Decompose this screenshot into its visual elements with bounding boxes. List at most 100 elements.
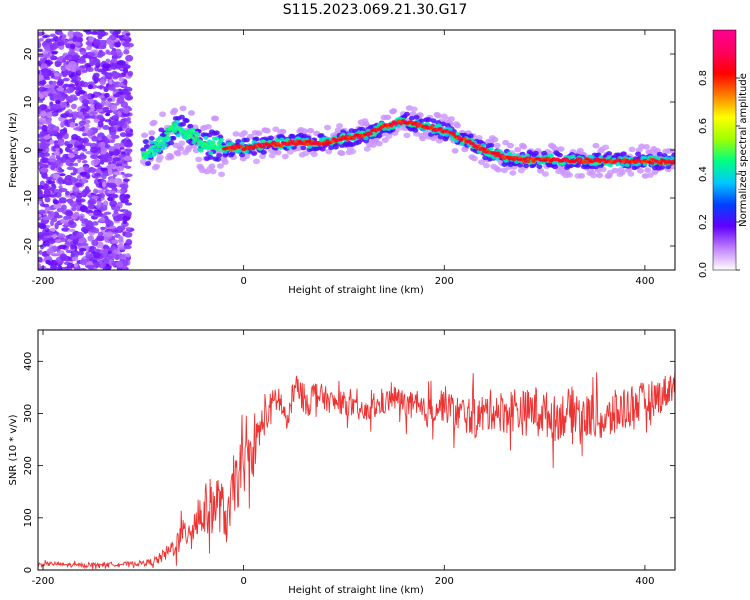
noise-blob (71, 256, 79, 262)
noise-blob (109, 193, 119, 199)
noise-blob (63, 177, 73, 184)
snr-x-ticks: -200 0 200 400 (32, 330, 654, 587)
ridge-point (324, 124, 332, 131)
ridge-point (470, 155, 478, 162)
ridge-point (216, 163, 224, 169)
noise-blob (46, 87, 55, 94)
noise-blob (104, 112, 111, 117)
ridge-point (506, 142, 514, 149)
noise-blob (79, 242, 89, 247)
noise-blob (108, 146, 115, 152)
noise-blob (55, 99, 61, 105)
noise-blob (64, 54, 74, 61)
colorbar-tick-label: 0.4 (698, 166, 709, 182)
noise-blob (78, 120, 86, 126)
ridge-point (636, 168, 644, 174)
noise-blob (89, 246, 95, 253)
noise-blob (42, 92, 49, 96)
noise-blob (113, 93, 120, 98)
noise-blob (89, 146, 99, 154)
noise-blob (99, 78, 106, 86)
noise-blob (41, 232, 50, 237)
noise-blob (103, 211, 112, 215)
noise-blob (59, 173, 66, 177)
noise-blob (111, 260, 117, 267)
noise-blob (47, 158, 57, 163)
ridge-point (547, 157, 552, 161)
ridge-point (340, 132, 346, 137)
noise-blob (38, 119, 46, 126)
x-tick-label: 0 (240, 276, 246, 287)
noise-blob (110, 104, 118, 112)
noise-blob (123, 91, 132, 96)
ridge-point (478, 159, 486, 165)
ridge-point (403, 132, 411, 139)
ridge-point (462, 137, 467, 141)
noise-blob (57, 176, 64, 184)
noise-blob (117, 64, 123, 69)
ridge-point (218, 171, 226, 178)
ridge-point (620, 151, 627, 157)
noise-blob (41, 63, 48, 68)
noise-blob (56, 80, 64, 87)
noise-blob (72, 168, 78, 174)
ridge-point (190, 131, 195, 135)
ridge-point (193, 138, 198, 143)
ridge-point (650, 161, 655, 165)
noise-blob (66, 166, 76, 171)
noise-blob (73, 127, 80, 131)
ridge-point (434, 112, 442, 119)
ridge-point (524, 153, 530, 158)
ridge-point (198, 148, 204, 153)
noise-blob (107, 250, 112, 255)
noise-blob (77, 113, 84, 119)
noise-blob (86, 66, 94, 73)
ridge-point (187, 123, 194, 129)
ridge-point (255, 130, 263, 136)
ridge-point (514, 146, 522, 153)
noise-blob (126, 117, 131, 121)
ridge-point (301, 128, 309, 134)
ridge-point (590, 172, 598, 179)
noise-blob (53, 192, 58, 196)
noise-blob (107, 84, 116, 91)
noise-blob (117, 254, 126, 258)
ridge-point (526, 159, 531, 163)
noise-blob (60, 113, 69, 118)
ridge-point (215, 147, 220, 151)
ridge-point (156, 148, 162, 153)
noise-blob (69, 201, 78, 208)
ridge-point (599, 166, 607, 173)
ridge-point (451, 148, 459, 154)
ridge-point (140, 147, 147, 153)
noise-blob (59, 253, 68, 261)
noise-blob (60, 157, 66, 164)
noise-blob (100, 99, 106, 106)
noise-blob (41, 124, 48, 132)
noise-blob (38, 184, 45, 190)
noise-blob (116, 214, 122, 220)
noise-blob (70, 244, 76, 250)
noise-blob (119, 193, 124, 201)
noise-blob (113, 249, 118, 255)
ridge-point (166, 131, 171, 135)
noise-blob (43, 189, 51, 196)
noise-blob (57, 245, 63, 250)
noise-blob (100, 226, 106, 231)
x-tick-label: 400 (635, 276, 654, 287)
colorbar-ticks: 0.0 0.2 0.4 0.6 0.8 (698, 70, 740, 278)
noise-blob (38, 213, 42, 218)
ridge-point (410, 106, 418, 112)
noise-blob (42, 35, 48, 39)
ridge-point (447, 116, 455, 122)
noise-blob (42, 216, 51, 221)
ridge-point (232, 131, 240, 137)
ridge-point (488, 146, 494, 151)
ridge-point (279, 143, 284, 148)
noise-blob (57, 32, 64, 36)
noise-blob (70, 103, 77, 110)
noise-blob (74, 182, 83, 188)
ridge-point (376, 133, 383, 139)
noise-blob (66, 262, 74, 269)
noise-blob (124, 173, 133, 178)
